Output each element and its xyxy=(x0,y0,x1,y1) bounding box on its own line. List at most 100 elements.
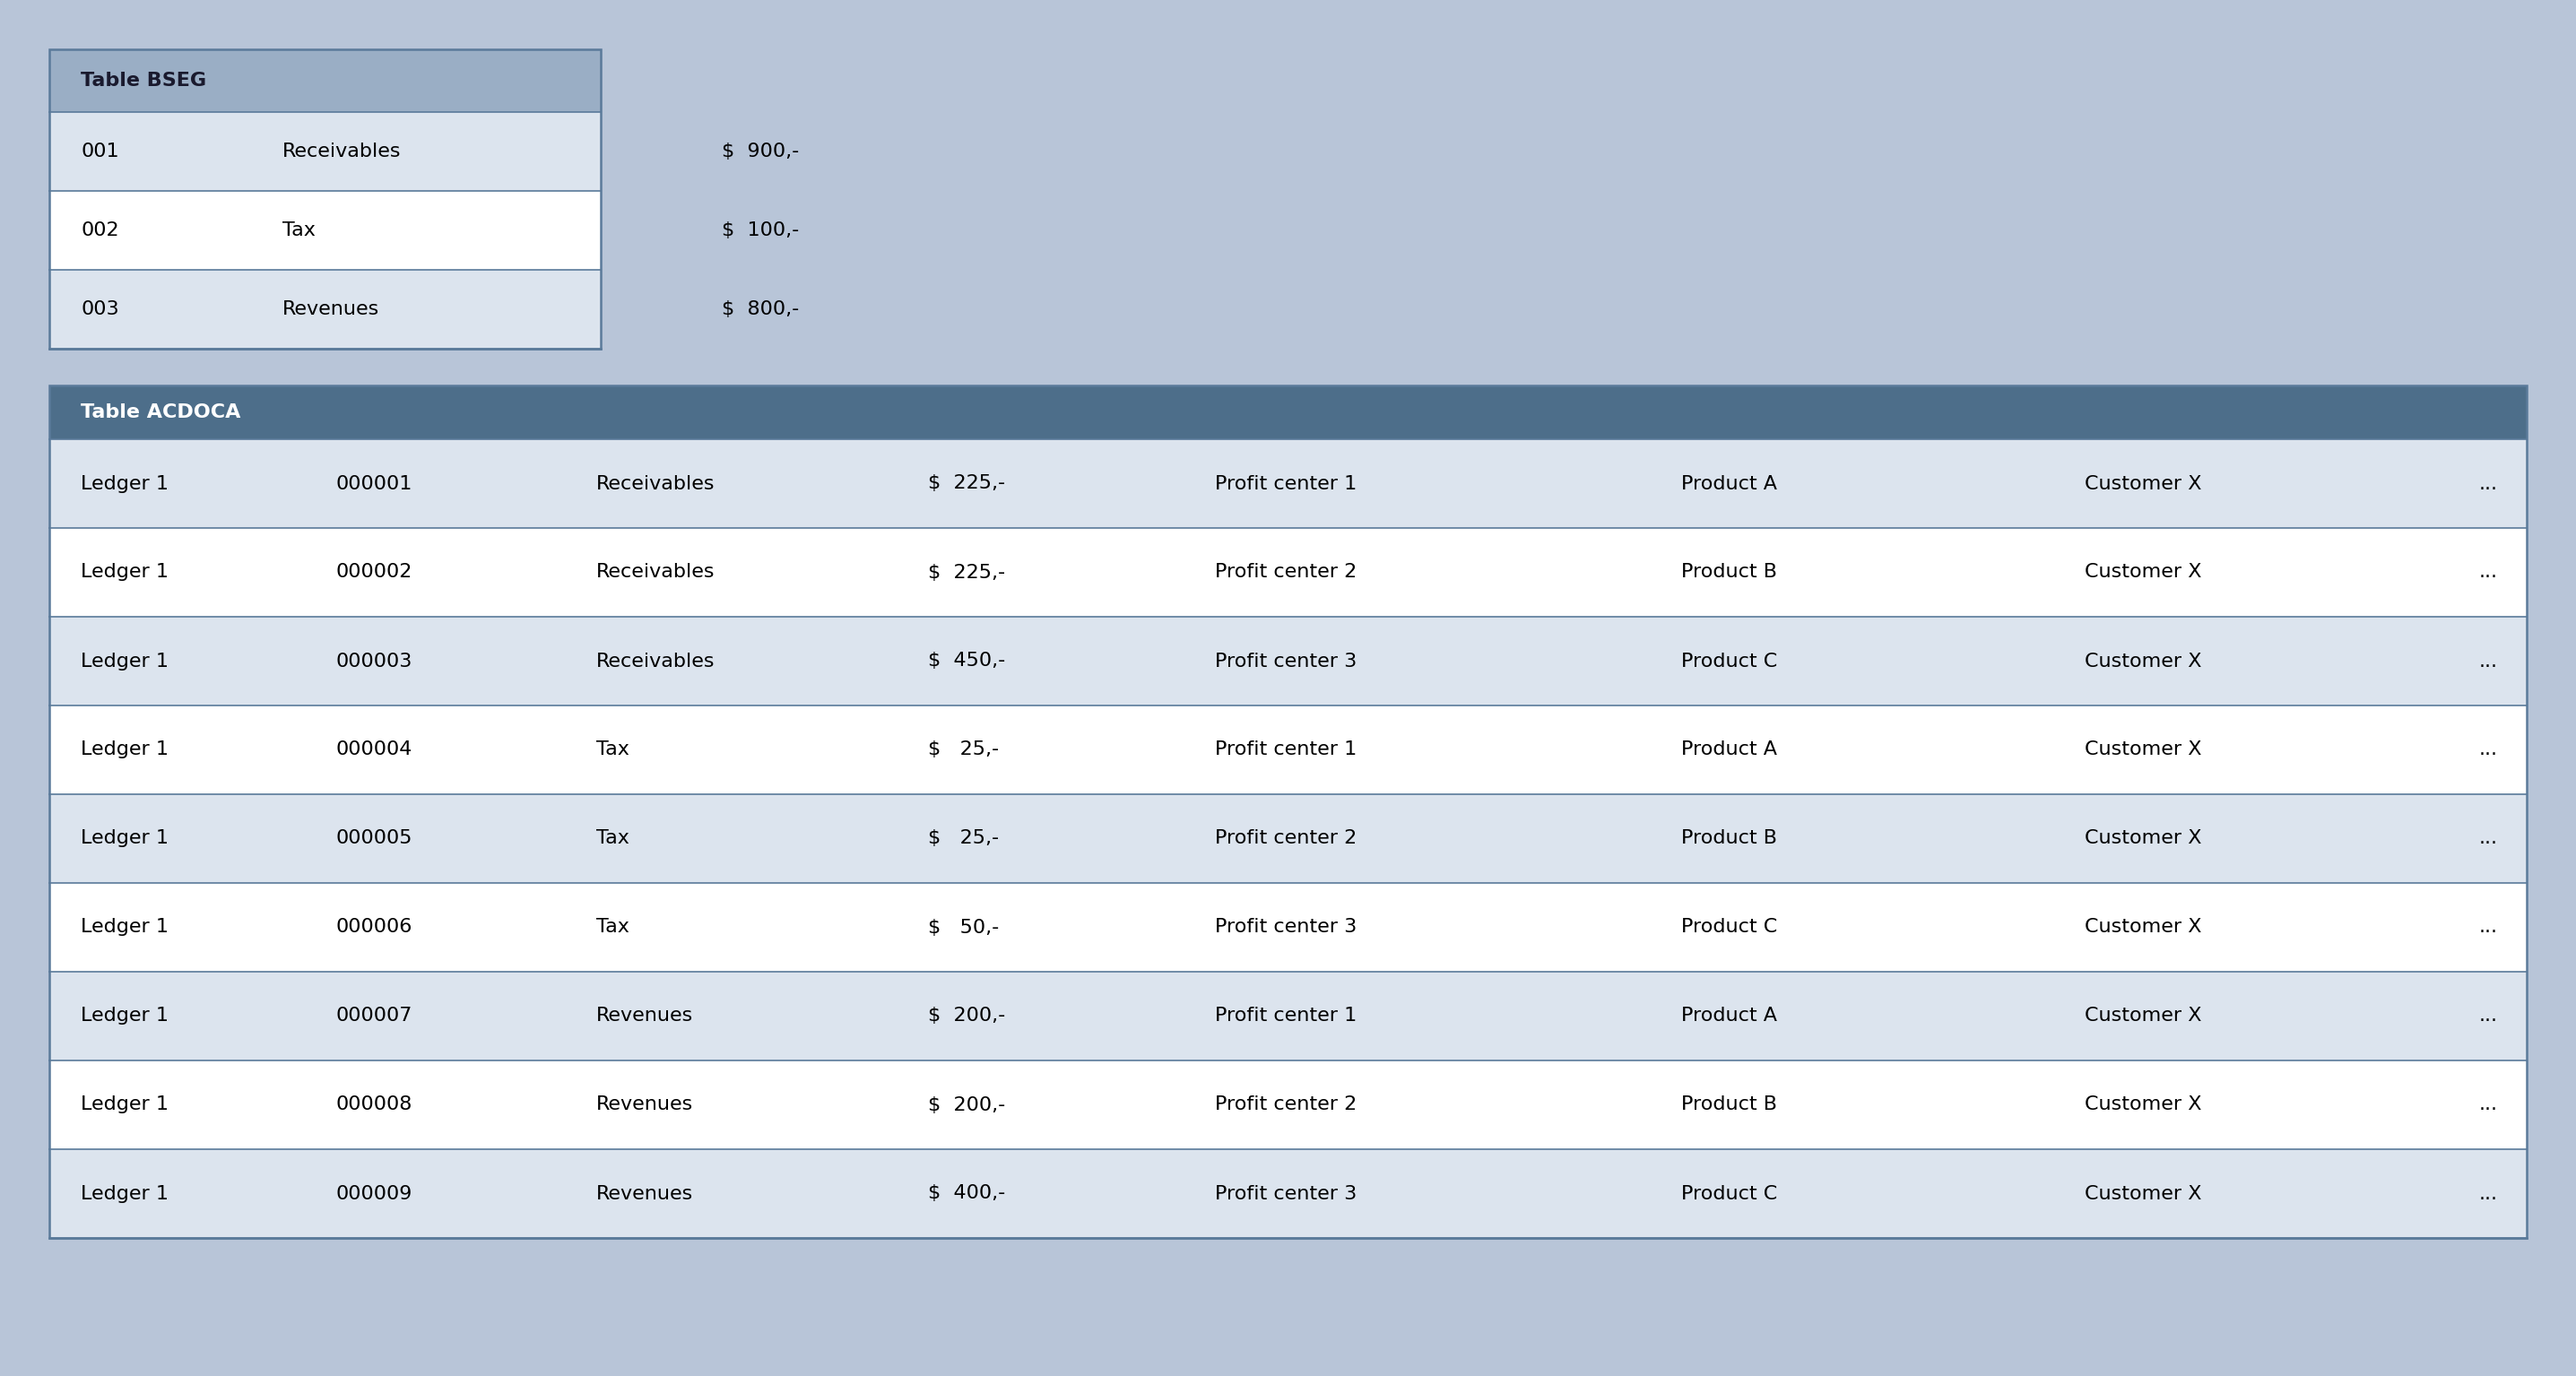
Bar xyxy=(49,971,2527,1061)
Bar xyxy=(49,616,2527,706)
Text: 000006: 000006 xyxy=(337,918,412,936)
Text: Ledger 1: Ledger 1 xyxy=(80,475,167,493)
Text: Product A: Product A xyxy=(1682,740,1777,758)
Text: ...: ... xyxy=(2478,475,2499,493)
Text: 000001: 000001 xyxy=(337,475,412,493)
Text: 001: 001 xyxy=(80,143,118,161)
Text: Profit center 3: Profit center 3 xyxy=(1216,1185,1358,1203)
Text: Receivables: Receivables xyxy=(595,563,716,581)
Text: $  200,-: $ 200,- xyxy=(927,1007,1005,1025)
Text: $  800,-: $ 800,- xyxy=(721,300,799,318)
Text: Customer X: Customer X xyxy=(2084,740,2202,758)
Text: $  100,-: $ 100,- xyxy=(721,222,799,239)
Text: ...: ... xyxy=(2478,830,2499,848)
Bar xyxy=(49,385,2527,1238)
Text: $   25,-: $ 25,- xyxy=(927,830,999,848)
Text: Product B: Product B xyxy=(1682,1095,1777,1113)
Text: Customer X: Customer X xyxy=(2084,563,2202,581)
Text: Table ACDOCA: Table ACDOCA xyxy=(80,403,240,421)
Text: Ledger 1: Ledger 1 xyxy=(80,1007,167,1025)
Text: $  225,-: $ 225,- xyxy=(927,563,1005,581)
Bar xyxy=(49,50,600,348)
Bar xyxy=(49,794,2527,883)
Text: ...: ... xyxy=(2478,652,2499,670)
Bar xyxy=(49,50,600,111)
Text: $  450,-: $ 450,- xyxy=(927,652,1005,670)
Text: Ledger 1: Ledger 1 xyxy=(80,1185,167,1203)
Text: Customer X: Customer X xyxy=(2084,830,2202,848)
Text: Receivables: Receivables xyxy=(283,143,402,161)
Text: Ledger 1: Ledger 1 xyxy=(80,1095,167,1113)
Text: Profit center 2: Profit center 2 xyxy=(1216,563,1358,581)
Bar xyxy=(49,528,2527,616)
Text: $   25,-: $ 25,- xyxy=(927,740,999,758)
Text: 000008: 000008 xyxy=(337,1095,412,1113)
Text: Tax: Tax xyxy=(595,830,629,848)
Text: Profit center 3: Profit center 3 xyxy=(1216,652,1358,670)
Text: Revenues: Revenues xyxy=(283,300,379,318)
Text: Profit center 1: Profit center 1 xyxy=(1216,475,1358,493)
Text: Customer X: Customer X xyxy=(2084,652,2202,670)
Text: Customer X: Customer X xyxy=(2084,1007,2202,1025)
Text: Tax: Tax xyxy=(595,740,629,758)
Text: ...: ... xyxy=(2478,740,2499,758)
Text: 000005: 000005 xyxy=(337,830,412,848)
Text: ...: ... xyxy=(2478,1095,2499,1113)
Text: Product B: Product B xyxy=(1682,563,1777,581)
Text: $  225,-: $ 225,- xyxy=(927,475,1005,493)
Bar xyxy=(49,111,600,191)
Bar xyxy=(49,439,2527,528)
Text: $  900,-: $ 900,- xyxy=(721,143,799,161)
Text: Profit center 3: Profit center 3 xyxy=(1216,918,1358,936)
Text: $  400,-: $ 400,- xyxy=(927,1185,1005,1203)
Text: $   50,-: $ 50,- xyxy=(927,918,999,936)
Text: Product C: Product C xyxy=(1682,1185,1777,1203)
Text: ...: ... xyxy=(2478,918,2499,936)
Text: Customer X: Customer X xyxy=(2084,918,2202,936)
Text: 002: 002 xyxy=(80,222,118,239)
Text: Product B: Product B xyxy=(1682,830,1777,848)
Bar xyxy=(49,191,600,270)
Text: Tax: Tax xyxy=(283,222,314,239)
Bar xyxy=(49,883,2527,971)
Text: $  200,-: $ 200,- xyxy=(927,1095,1005,1113)
Text: 000004: 000004 xyxy=(337,740,412,758)
Text: Customer X: Customer X xyxy=(2084,1095,2202,1113)
Text: Ledger 1: Ledger 1 xyxy=(80,830,167,848)
Text: Ledger 1: Ledger 1 xyxy=(80,563,167,581)
Text: Revenues: Revenues xyxy=(595,1095,693,1113)
Text: Revenues: Revenues xyxy=(595,1007,693,1025)
Text: Product A: Product A xyxy=(1682,1007,1777,1025)
Text: Customer X: Customer X xyxy=(2084,1185,2202,1203)
Text: 003: 003 xyxy=(80,300,118,318)
Text: 000003: 000003 xyxy=(337,652,412,670)
Text: Receivables: Receivables xyxy=(595,475,716,493)
Text: Product C: Product C xyxy=(1682,918,1777,936)
Text: Profit center 2: Profit center 2 xyxy=(1216,1095,1358,1113)
Text: ...: ... xyxy=(2478,1007,2499,1025)
Text: Profit center 2: Profit center 2 xyxy=(1216,830,1358,848)
Text: Profit center 1: Profit center 1 xyxy=(1216,740,1358,758)
Text: Product A: Product A xyxy=(1682,475,1777,493)
Text: Customer X: Customer X xyxy=(2084,475,2202,493)
Bar xyxy=(49,1149,2527,1238)
Text: 000002: 000002 xyxy=(337,563,412,581)
Bar xyxy=(49,1061,2527,1149)
Bar xyxy=(49,385,2527,1238)
Bar xyxy=(49,385,2527,439)
Text: Ledger 1: Ledger 1 xyxy=(80,918,167,936)
Text: Ledger 1: Ledger 1 xyxy=(80,740,167,758)
Text: Product C: Product C xyxy=(1682,652,1777,670)
Text: 000009: 000009 xyxy=(337,1185,412,1203)
Bar xyxy=(49,50,600,348)
Text: Table BSEG: Table BSEG xyxy=(80,72,206,89)
Text: 000007: 000007 xyxy=(337,1007,412,1025)
Bar xyxy=(49,706,2527,794)
Text: Receivables: Receivables xyxy=(595,652,716,670)
Text: Tax: Tax xyxy=(595,918,629,936)
Bar xyxy=(49,270,600,348)
Text: Profit center 1: Profit center 1 xyxy=(1216,1007,1358,1025)
Text: ...: ... xyxy=(2478,1185,2499,1203)
Text: ...: ... xyxy=(2478,563,2499,581)
Text: Ledger 1: Ledger 1 xyxy=(80,652,167,670)
